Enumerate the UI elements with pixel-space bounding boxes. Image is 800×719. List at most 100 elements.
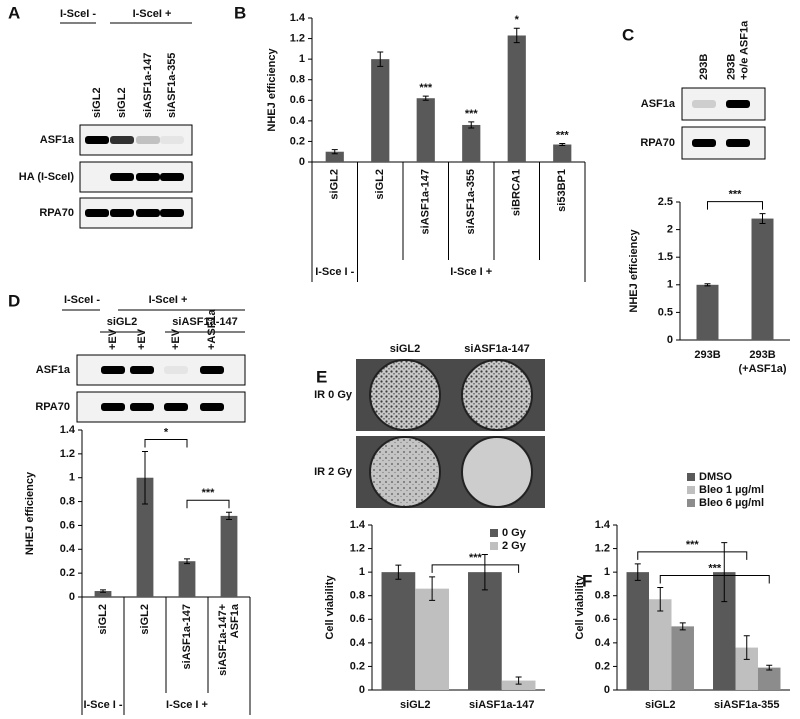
panel-letter: B (234, 3, 246, 22)
bar (178, 561, 196, 597)
x-tick-label: siGL2 (97, 604, 109, 635)
bar (626, 572, 650, 690)
blot-row-label: ASF1a (36, 364, 71, 376)
y-tick-label: 1 (299, 53, 305, 65)
y-tick-label: 1.5 (658, 251, 673, 263)
error-bar (331, 149, 338, 155)
y-tick-label: 0.4 (595, 637, 611, 649)
blot-band (160, 136, 184, 144)
bar (507, 35, 526, 162)
bar (468, 572, 502, 690)
y-tick-label: 0.6 (290, 94, 305, 106)
y-axis-label: NHEJ efficiency (24, 471, 36, 555)
panel-letter: C (622, 25, 634, 44)
error-bar (743, 635, 750, 660)
error-bar (766, 664, 773, 671)
blot-strip (681, 87, 766, 121)
significance: * (515, 14, 520, 26)
significance: *** (469, 552, 483, 564)
bar (371, 59, 390, 163)
lane-label: siASF1a-147 (142, 53, 154, 118)
colony-dish (461, 359, 533, 431)
y-tick-label: 0.2 (60, 567, 75, 579)
significance: *** (202, 487, 216, 499)
lane-label: +o/e ASF1a (738, 20, 750, 80)
y-axis-label: Cell viability (574, 575, 586, 640)
lane-label: siGL2 (116, 87, 128, 118)
error-bar (468, 121, 475, 129)
blot-row-label: HA (I-SceI) (19, 171, 75, 183)
colony-row-label: IR 0 Gy (314, 389, 353, 401)
y-tick-label: 1.2 (60, 448, 75, 460)
y-tick-label: 0 (604, 684, 610, 696)
y-tick-label: 0.8 (290, 74, 305, 86)
blot-band (164, 403, 188, 411)
bar (416, 98, 435, 162)
blot-band (110, 209, 134, 217)
legend-swatch (490, 542, 498, 550)
x-tick-label: siBRCA1 (511, 169, 523, 216)
y-axis-label: NHEJ efficiency (266, 48, 278, 132)
y-tick-label: 0.4 (60, 543, 76, 555)
blot-band (200, 403, 224, 411)
y-tick-label: 0 (667, 334, 673, 346)
panel-letter: D (8, 291, 20, 310)
x-tick-label: siGL2 (645, 699, 676, 711)
x-tick-label: siGL2 (374, 169, 386, 200)
error-bar (142, 450, 148, 505)
blot-band (726, 100, 750, 108)
error-bar (377, 51, 384, 67)
x-tick-label: 293B (749, 349, 775, 361)
blot-band (136, 136, 160, 144)
y-tick-label: 0.8 (60, 495, 75, 507)
error-bar (679, 622, 686, 631)
colony-column-label: siGL2 (390, 343, 421, 355)
blot-band (200, 366, 224, 374)
bar (94, 591, 112, 597)
blot-subheader: siASF1a-147 (172, 316, 237, 328)
x-tick-label: siASF1a-147 (420, 169, 432, 234)
legend-label: Bleo 1 µg/ml (699, 484, 764, 496)
y-tick-label: 1 (69, 472, 75, 484)
error-bar (721, 542, 728, 603)
error-bar (515, 676, 522, 685)
y-tick-label: 1 (359, 566, 365, 578)
blot-band (130, 403, 154, 411)
blot-header: I-SceI - (64, 294, 100, 306)
y-tick-label: 0 (299, 156, 305, 168)
y-axis-label: Cell viability (324, 575, 336, 640)
group-label: I-Sce I - (83, 699, 122, 711)
x-tick-label: 293B (694, 349, 720, 361)
colony-row-label: IR 2 Gy (314, 466, 353, 478)
panel-letter: F (582, 571, 592, 590)
y-tick-label: 1.4 (60, 424, 76, 436)
lane-label: 293B (698, 54, 710, 80)
group-label: I-Sce I + (450, 266, 492, 278)
legend-label: 0 Gy (502, 527, 527, 539)
x-tick-label: ASF1a (229, 603, 241, 638)
blot-row-label: RPA70 (35, 401, 70, 413)
blot-band (726, 139, 750, 147)
significance-bracket (637, 551, 748, 560)
bar (757, 667, 781, 690)
x-tick-label: siASF1a-355 (714, 699, 779, 711)
lane-label: 293B (725, 54, 737, 80)
y-tick-label: 0.2 (595, 660, 610, 672)
lane-label: +EV (136, 328, 148, 350)
bar (735, 647, 758, 690)
error-bar (100, 589, 106, 593)
y-tick-label: 0.4 (290, 115, 306, 127)
blot-row-label: ASF1a (40, 134, 75, 146)
legend-label: Bleo 6 µg/ml (699, 497, 764, 509)
lane-label: siASF1a-355 (166, 53, 178, 118)
y-tick-label: 2 (667, 224, 673, 236)
blot-row-label: RPA70 (39, 207, 74, 219)
significance: *** (419, 82, 433, 94)
bar (649, 599, 672, 690)
legend-swatch (687, 499, 695, 507)
error-bar (226, 511, 232, 520)
y-tick-label: 0.8 (595, 590, 610, 602)
bar (553, 144, 572, 162)
error-bar (657, 586, 664, 612)
group-label: I-Sce I + (166, 699, 208, 711)
